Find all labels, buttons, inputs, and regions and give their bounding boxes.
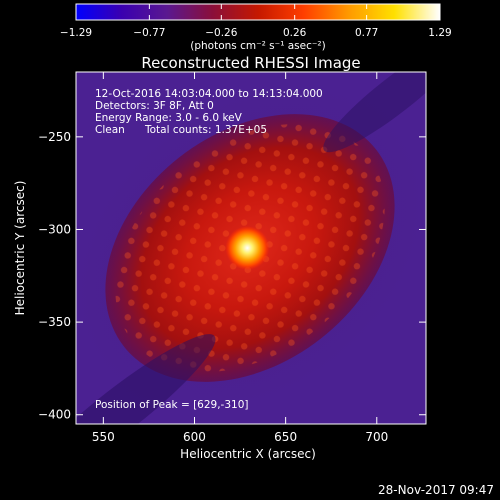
y-tick-label: −350 — [38, 315, 71, 329]
colorbar-unit-label: (photons cm⁻² s⁻¹ asec⁻²) — [190, 40, 325, 52]
colorbar-ticks: −1.29 −0.77 −0.26 0.26 0.77 1.29 — [60, 4, 452, 39]
annotation-method: Clean — [95, 124, 125, 136]
colorbar-tick-label: −1.29 — [60, 27, 92, 39]
y-tick-label: −300 — [38, 222, 71, 236]
dark-lane-upper — [323, 72, 426, 153]
x-axis-label: Heliocentric X (arcsec) — [180, 447, 316, 461]
colorbar-tick-label: 0.77 — [355, 27, 378, 39]
y-axis-label: Heliocentric Y (arcsec) — [13, 181, 27, 316]
x-tick-label: 550 — [92, 430, 115, 444]
x-tick-label: 650 — [274, 430, 297, 444]
colorbar-frame — [75, 3, 441, 21]
annotation-detectors: Detectors: 3F 8F, Att 0 — [95, 100, 214, 112]
dark-lane — [76, 334, 216, 424]
colorbar-strip — [76, 4, 440, 20]
footer-date: 28-Nov-2017 09:47 — [378, 483, 494, 497]
plot-frame — [75, 71, 427, 425]
colorbar-tick-label: 1.29 — [428, 27, 451, 39]
annotation-counts: Total counts: 1.37E+05 — [144, 124, 267, 136]
x-tick-label: 700 — [365, 430, 388, 444]
plot-area — [76, 72, 426, 424]
annotation-block: 12-Oct-2016 14:03:04.000 to 14:13:04.000… — [95, 88, 323, 411]
colorbar-tick-label: −0.77 — [133, 27, 165, 39]
colorbar-tick-label: −0.26 — [205, 27, 237, 39]
annotation-time-range: 12-Oct-2016 14:03:04.000 to 14:13:04.000 — [95, 88, 323, 100]
chart-title: Reconstructed RHESSI Image — [141, 54, 360, 72]
y-tick-label: −250 — [38, 130, 71, 144]
colorbar: −1.29 −0.77 −0.26 0.26 0.77 1.29 (photons cm⁻… — [60, 3, 452, 52]
axis-ticks: 550 600 650 700 −250 −300 −350 −400 — [38, 72, 426, 444]
annotation-peak-position: Position of Peak = [629,-310] — [95, 399, 249, 411]
y-tick-label: −400 — [38, 408, 71, 422]
colorbar-tick-label: 0.26 — [283, 27, 307, 39]
x-tick-label: 600 — [183, 430, 206, 444]
peak-source — [225, 226, 270, 270]
annotation-energy: Energy Range: 3.0 - 6.0 keV — [95, 112, 243, 124]
